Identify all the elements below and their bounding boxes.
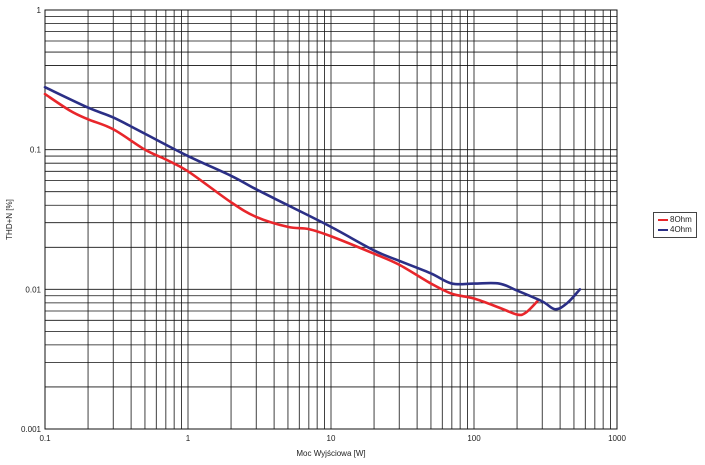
x-tick-label: 1 (186, 434, 191, 443)
y-tick-label: 0.001 (21, 425, 42, 434)
legend-swatch (658, 219, 668, 221)
y-tick-label: 0.1 (30, 146, 42, 155)
series-line-4ohm (43, 85, 582, 311)
x-tick-label: 100 (467, 434, 481, 443)
x-axis-label: Moc Wyjściowa [W] (296, 449, 365, 458)
legend-label: 8Ohm (670, 215, 692, 224)
y-axis-label: THD+N [%] (5, 199, 14, 240)
x-tick-label: 10 (327, 434, 336, 443)
y-tick-label: 0.01 (25, 285, 41, 294)
legend: 8Ohm 4Ohm (653, 212, 697, 238)
series-line-8ohm (43, 92, 540, 317)
plot-frame (44, 9, 618, 430)
legend-item-8ohm: 8Ohm (658, 215, 692, 225)
x-tick-label: 0.1 (39, 434, 51, 443)
legend-label: 4Ohm (670, 225, 692, 234)
x-tick-label: 1000 (608, 434, 626, 443)
y-tick-label: 1 (37, 6, 42, 15)
legend-item-4ohm: 4Ohm (658, 225, 692, 235)
legend-swatch (658, 229, 668, 231)
